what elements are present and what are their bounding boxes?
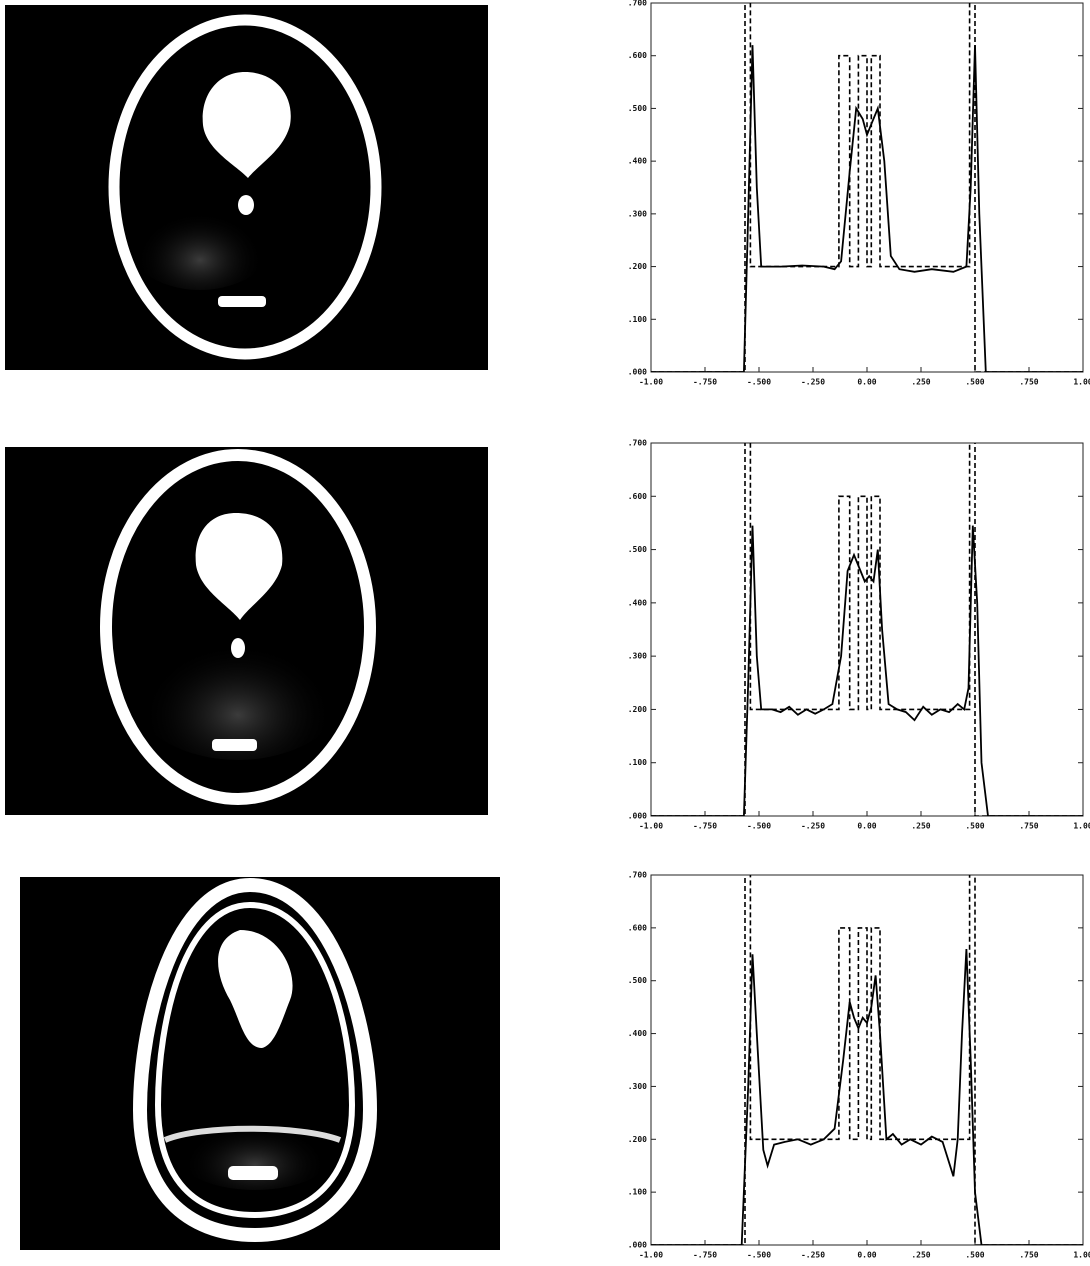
- x-tick-label: 0.00: [857, 822, 876, 831]
- y-tick-label: .500: [628, 545, 647, 554]
- x-tick-label: .500: [965, 378, 984, 387]
- y-tick-label: .000: [628, 368, 647, 377]
- y-tick-label: .400: [628, 1029, 647, 1038]
- y-tick-label: .000: [628, 812, 647, 821]
- y-tick-label: .100: [628, 758, 647, 767]
- phantom-image: [20, 877, 500, 1250]
- y-tick-label: .200: [628, 262, 647, 271]
- x-tick-label: .500: [965, 822, 984, 831]
- phantom-image: [5, 447, 488, 815]
- x-tick-label: .750: [1019, 378, 1038, 387]
- charts: .000 .100 .200 .300 .400 .500 .600 .700 -1.00 -.7…: [628, 0, 1090, 1260]
- profile-line: [651, 3, 1083, 372]
- phantom-image: [5, 5, 488, 370]
- x-tick-label: -.250: [801, 1251, 825, 1260]
- y-tick-label: .700: [628, 0, 647, 8]
- x-tick-label: -.500: [747, 822, 771, 831]
- y-tick-label: .200: [628, 705, 647, 714]
- x-tick-label: .750: [1019, 1251, 1038, 1260]
- y-tick-label: .300: [628, 652, 647, 661]
- y-tick-label: .600: [628, 492, 647, 501]
- y-tick-label: .500: [628, 104, 647, 113]
- line-chart: .000 .100 .200 .300 .400 .500 .600 .700 -1.00 -.7…: [628, 439, 1090, 831]
- x-tick-label: -1.00: [639, 1251, 663, 1260]
- y-tick-label: .400: [628, 157, 647, 166]
- x-tick-label: -1.00: [639, 822, 663, 831]
- x-tick-label: -.250: [801, 378, 825, 387]
- line-chart: .000 .100 .200 .300 .400 .500 .600 .700 -1.00 -.7…: [628, 871, 1090, 1260]
- x-tick-label: 1.00: [1073, 822, 1090, 831]
- x-tick-label: -.750: [693, 822, 717, 831]
- y-tick-label: .700: [628, 439, 647, 448]
- x-tick-label: 1.00: [1073, 378, 1090, 387]
- x-tick-label: .250: [911, 822, 930, 831]
- x-tick-label: -.500: [747, 1251, 771, 1260]
- y-tick-label: .400: [628, 598, 647, 607]
- x-tick-label: .500: [965, 1251, 984, 1260]
- y-tick-label: .300: [628, 1082, 647, 1091]
- x-tick-label: .750: [1019, 822, 1038, 831]
- x-tick-label: -1.00: [639, 378, 663, 387]
- x-tick-label: -.750: [693, 1251, 717, 1260]
- y-tick-label: .600: [628, 51, 647, 60]
- profile-line: [651, 525, 1083, 816]
- x-tick-label: .250: [911, 378, 930, 387]
- line-chart: .000 .100 .200 .300 .400 .500 .600 .700 -1.00 -.7…: [628, 0, 1090, 387]
- x-tick-label: 0.00: [857, 378, 876, 387]
- x-tick-label: -.750: [693, 378, 717, 387]
- profile-line: [651, 45, 1083, 372]
- y-tick-label: .500: [628, 976, 647, 985]
- y-tick-label: .000: [628, 1241, 647, 1250]
- x-tick-label: 0.00: [857, 1251, 876, 1260]
- y-tick-label: .300: [628, 209, 647, 218]
- x-tick-label: .250: [911, 1251, 930, 1260]
- y-tick-label: .200: [628, 1135, 647, 1144]
- profile-line: [651, 948, 1083, 1245]
- x-tick-label: -.250: [801, 822, 825, 831]
- y-tick-label: .700: [628, 871, 647, 880]
- y-tick-label: .100: [628, 1188, 647, 1197]
- x-tick-label: 1.00: [1073, 1251, 1090, 1260]
- y-tick-label: .100: [628, 315, 647, 324]
- profile-line: [651, 875, 1083, 1245]
- profile-line: [651, 443, 1083, 816]
- y-tick-label: .600: [628, 923, 647, 932]
- x-tick-label: -.500: [747, 378, 771, 387]
